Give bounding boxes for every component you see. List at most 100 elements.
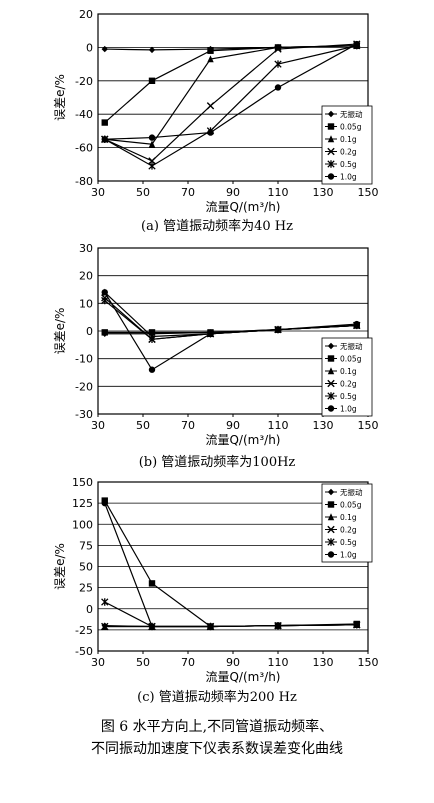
data-point bbox=[148, 140, 156, 148]
data-point bbox=[207, 129, 214, 136]
x-tick-label: 130 bbox=[313, 186, 334, 199]
x-axis-label: 流量Q/(m³/h) bbox=[205, 670, 280, 684]
x-axis-label: 流量Q/(m³/h) bbox=[205, 433, 280, 447]
y-tick-label: 0 bbox=[86, 41, 93, 54]
legend-marker bbox=[327, 342, 335, 350]
y-axis-label: 误差e/% bbox=[53, 543, 67, 590]
data-point bbox=[207, 330, 214, 337]
legend-box bbox=[321, 483, 373, 563]
x-tick-label: 70 bbox=[181, 419, 195, 432]
legend-entry: 0.2g bbox=[340, 526, 357, 535]
chart-caption: (a) 管道振动频率为40 Hz bbox=[141, 218, 293, 234]
data-point bbox=[148, 46, 156, 54]
y-tick-label: -30 bbox=[75, 408, 93, 421]
series-line-3 bbox=[104, 45, 357, 145]
data-point bbox=[101, 296, 109, 305]
y-tick-label: 150 bbox=[72, 476, 93, 489]
data-point bbox=[206, 102, 215, 110]
data-point bbox=[101, 45, 108, 53]
data-point bbox=[148, 162, 156, 170]
data-point bbox=[101, 119, 108, 126]
chart-panel-1: -80 -60 -40 -20 0 20 30 50 70 90 110 130 150 流量Q/(m³/… bbox=[53, 8, 379, 234]
legend: 无振动 0.05g 0.1g 0.2g 0.5g 1.0g bbox=[321, 337, 373, 417]
y-tick-label: 75 bbox=[79, 539, 93, 552]
data-point bbox=[207, 47, 214, 54]
data-point bbox=[148, 134, 156, 141]
y-tick-label: 30 bbox=[79, 242, 93, 255]
data-point bbox=[148, 623, 156, 630]
data-point bbox=[101, 289, 108, 296]
legend-marker bbox=[327, 488, 335, 496]
x-tick-label: 70 bbox=[181, 656, 195, 669]
legend-entry: 0.5g bbox=[340, 160, 357, 169]
data-point bbox=[101, 622, 109, 631]
x-tick-label: 110 bbox=[268, 186, 289, 199]
x-tick-label: 130 bbox=[313, 419, 334, 432]
legend-entry: 0.1g bbox=[340, 135, 357, 144]
y-tick-label: -80 bbox=[75, 175, 93, 188]
legend-entry: 0.05g bbox=[340, 355, 362, 364]
data-point bbox=[274, 622, 282, 629]
y-tick-label: -20 bbox=[75, 75, 93, 88]
y-tick-label: -60 bbox=[75, 142, 93, 155]
y-tick-label: 10 bbox=[79, 297, 93, 310]
legend-entry: 0.2g bbox=[340, 380, 357, 389]
x-tick-label: 50 bbox=[136, 656, 150, 669]
data-point bbox=[274, 60, 282, 68]
x-axis-label: 流量Q/(m³/h) bbox=[205, 200, 280, 214]
legend-marker bbox=[327, 367, 335, 375]
data-point bbox=[148, 77, 156, 84]
data-point bbox=[274, 45, 282, 53]
legend: 无振动 0.05g 0.1g 0.2g 0.5g 1.0g bbox=[321, 483, 373, 563]
legend-entry: 1.0g bbox=[340, 173, 357, 182]
legend-marker bbox=[327, 173, 335, 180]
legend-marker bbox=[327, 501, 335, 508]
data-point bbox=[148, 366, 156, 373]
legend-entry: 0.5g bbox=[340, 538, 357, 547]
legend: 无振动 0.05g 0.1g 0.2g 0.5g 1.0g bbox=[321, 105, 373, 185]
figure-caption-line-2: 不同振动加速度下仪表系数误差变化曲线 bbox=[91, 741, 343, 757]
data-point bbox=[148, 329, 156, 336]
data-point bbox=[101, 136, 108, 143]
legend-entry: 0.5g bbox=[340, 392, 357, 401]
x-tick-label: 90 bbox=[226, 656, 240, 669]
x-tick-label: 50 bbox=[136, 419, 150, 432]
y-tick-label: 0 bbox=[86, 325, 93, 338]
data-point bbox=[101, 598, 109, 606]
series-line-3 bbox=[104, 291, 357, 338]
x-tick-label: 50 bbox=[136, 186, 150, 199]
x-tick-label: 150 bbox=[358, 656, 379, 669]
legend-marker bbox=[327, 405, 335, 412]
legend-box bbox=[321, 105, 373, 185]
chart-panel-2: -30 -20 -10 0 10 20 30 30 50 70 90 110 130 150 流量Q/(m³… bbox=[53, 242, 379, 470]
legend-marker bbox=[327, 135, 335, 143]
y-tick-label: 25 bbox=[79, 582, 93, 595]
legend-entry: 0.1g bbox=[340, 513, 357, 522]
legend-entry: 0.2g bbox=[340, 148, 357, 157]
x-tick-label: 130 bbox=[313, 656, 334, 669]
legend-marker bbox=[327, 379, 335, 388]
legend-entry: 无振动 bbox=[340, 487, 363, 497]
legend-marker bbox=[327, 110, 335, 118]
y-tick-label: -50 bbox=[75, 645, 93, 658]
x-tick-label: 150 bbox=[358, 419, 379, 432]
y-tick-label: -25 bbox=[75, 624, 93, 637]
legend-marker bbox=[327, 392, 335, 400]
y-tick-label: 125 bbox=[72, 497, 93, 510]
legend-marker bbox=[327, 538, 335, 546]
legend-marker bbox=[327, 147, 335, 156]
figure-caption-line-1: 图 6 水平方向上,不同管道振动频率、 bbox=[100, 719, 334, 735]
y-tick-label: 100 bbox=[72, 518, 93, 531]
series-line-6 bbox=[104, 502, 357, 628]
legend-entry: 无振动 bbox=[340, 341, 363, 351]
data-point bbox=[353, 40, 360, 48]
series-line-2 bbox=[104, 500, 357, 628]
legend-marker bbox=[327, 513, 335, 521]
x-tick-label: 70 bbox=[181, 186, 195, 199]
legend-marker bbox=[327, 355, 335, 362]
data-point bbox=[101, 499, 108, 507]
legend-entry: 1.0g bbox=[340, 405, 357, 414]
legend-box bbox=[321, 337, 373, 417]
y-tick-label: 0 bbox=[86, 603, 93, 616]
